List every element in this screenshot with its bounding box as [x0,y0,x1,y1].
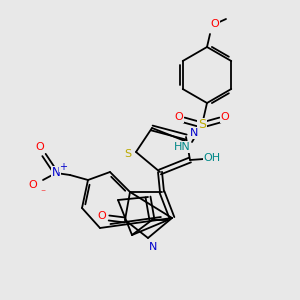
Text: HN: HN [174,142,190,152]
Text: O: O [36,142,44,152]
Text: S: S [124,149,132,159]
Text: O: O [175,112,183,122]
Text: N: N [190,128,198,138]
Text: N: N [52,167,60,179]
Text: ⁻: ⁻ [40,188,46,198]
Text: N: N [149,242,157,252]
Text: O: O [28,180,38,190]
Text: O: O [220,112,230,122]
Text: O: O [211,19,219,29]
Text: +: + [59,162,67,172]
Text: O: O [98,211,106,221]
Text: OH: OH [203,153,220,163]
Text: S: S [198,118,206,131]
